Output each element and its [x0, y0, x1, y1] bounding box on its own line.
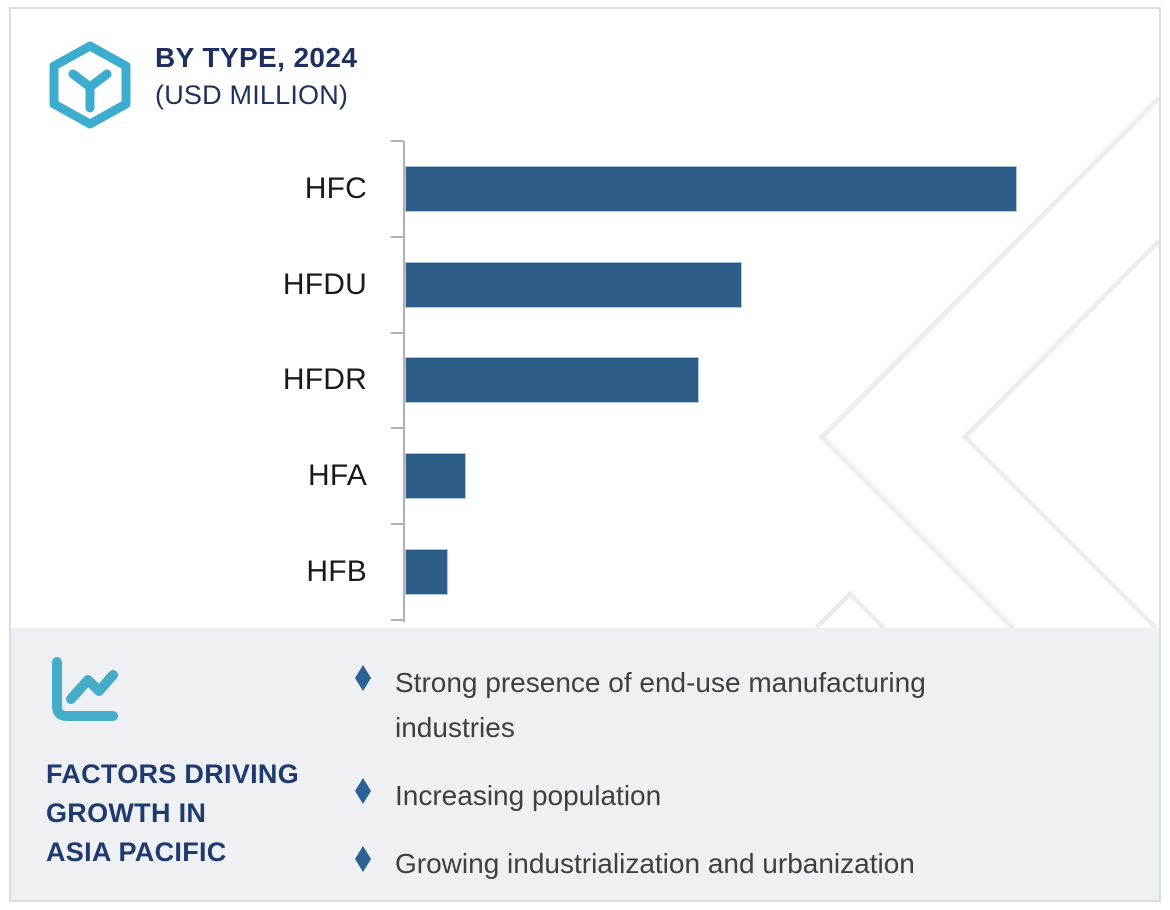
factors-heading-line: GROWTH IN	[46, 798, 207, 828]
factor-text: Strong presence of end-use manufacturing…	[395, 667, 926, 743]
bar	[405, 357, 699, 404]
chart-row: HFC	[11, 141, 1157, 237]
bar	[405, 549, 448, 596]
factors-heading-line: ASIA PACIFIC	[46, 837, 227, 867]
chart-row: HFB	[11, 524, 1157, 620]
axis-tick	[391, 427, 404, 430]
bar	[405, 165, 1017, 212]
bar	[405, 453, 466, 500]
factor-item: Increasing population	[355, 773, 661, 818]
diamond-bullet-icon	[355, 778, 371, 804]
axis-tick	[391, 523, 404, 526]
category-label: HFDR	[282, 363, 367, 397]
axis-tick	[391, 235, 404, 238]
chart-row: HFDR	[11, 333, 1157, 429]
category-label: HFA	[308, 459, 367, 493]
factor-item: Strong presence of end-use manufacturing…	[355, 660, 1027, 750]
factor-item: Growing industrialization and urbanizati…	[355, 841, 915, 886]
factor-text: Increasing population	[395, 780, 662, 811]
content-frame: BY TYPE, 2024 (USD MILLION) HFC HFDU HFDR H…	[9, 7, 1161, 902]
diamond-bullet-icon	[355, 846, 371, 872]
line-chart-icon	[52, 657, 118, 721]
factor-text: Growing industrialization and urbanizati…	[395, 848, 915, 879]
category-label: HFB	[306, 555, 367, 589]
hexagon-cube-logo-icon	[49, 41, 131, 129]
bar	[405, 261, 742, 308]
axis-tick	[391, 331, 404, 334]
page-title: BY TYPE, 2024	[155, 42, 358, 73]
factors-heading-line: FACTORS DRIVING	[46, 759, 300, 789]
category-label: HFDU	[282, 267, 367, 301]
diamond-bullet-icon	[355, 665, 371, 691]
category-label: HFC	[304, 171, 367, 205]
chart-row: HFDU	[11, 237, 1157, 333]
axis-tick	[391, 140, 404, 142]
factors-panel: FACTORS DRIVING GROWTH IN ASIA PACIFIC Str…	[11, 628, 1159, 900]
page-subtitle: (USD MILLION)	[155, 80, 349, 110]
axis-tick	[391, 619, 404, 621]
chart-header: BY TYPE, 2024 (USD MILLION)	[155, 42, 357, 111]
chart-row: HFA	[11, 428, 1157, 524]
y-axis-line	[403, 141, 405, 622]
factors-heading: FACTORS DRIVING GROWTH IN ASIA PACIFIC	[46, 755, 299, 872]
